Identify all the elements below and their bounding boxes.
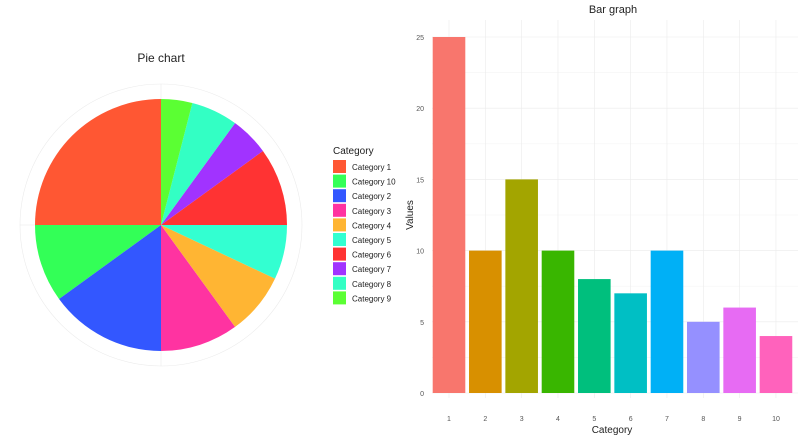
bar-9 [723,307,756,393]
y-tick-label: 15 [416,177,424,184]
pie-slice-category-10 [35,225,161,300]
x-tick-label: 1 [447,416,451,423]
legend-label: Category 5 [352,236,392,245]
x-tick-label: 10 [772,416,780,423]
y-tick-label: 20 [416,106,424,113]
legend-label: Category 2 [352,192,392,201]
bar-5 [578,279,611,393]
legend-key [333,247,346,261]
legend-key [333,189,346,203]
pie-slice-category-1 [35,99,161,225]
x-axis-label: Category [592,425,633,436]
pie-slice-category-3 [161,225,236,351]
pie-chart: Pie chart [19,51,303,367]
pie-title: Pie chart [137,51,185,65]
x-tick-label: 3 [520,416,524,423]
legend-key [333,276,346,290]
pie-slice-category-6 [161,150,287,225]
pie-slice-category-2 [59,225,161,351]
legend-label: Category 10 [352,178,396,187]
x-tick-label: 4 [556,416,560,423]
x-tick-label: 8 [701,416,705,423]
bar-8 [687,321,720,393]
pie-slice-category-7 [161,123,263,225]
bar-chart: Bar graph Category Values 0 5 10 15 20 25 1 2 3 4… [405,4,798,436]
y-tick-label: 5 [420,320,424,327]
y-tick-label: 10 [416,249,424,256]
legend-label: Category 1 [352,163,392,172]
legend-label: Category 3 [352,207,392,216]
pie-slice-category-8 [161,102,236,225]
x-tick-label: 5 [592,416,596,423]
pie-legend: Category Category 1 Category 10 Category 2… [333,146,396,305]
bar-2 [469,250,502,393]
legend-key [333,218,346,232]
legend-title: Category [333,146,374,157]
legend-label: Category 4 [352,221,392,230]
x-tick-label: 2 [483,416,487,423]
x-tick-label: 6 [629,416,633,423]
legend-key [333,203,346,217]
x-tick-label: 9 [738,416,742,423]
y-axis-label: Values [405,200,416,230]
legend-label: Category 6 [352,251,392,260]
pie-slice-category-9 [161,99,193,225]
bar-10 [759,336,793,393]
legend-key [333,233,346,246]
legend-label: Category 9 [352,294,392,303]
legend-key [333,174,346,188]
y-tick-label: 25 [416,35,424,42]
bar-6 [614,293,647,393]
legend-key [333,291,346,305]
legend-label: Category 7 [352,265,392,274]
legend-key [333,262,346,276]
bar-1 [432,37,466,393]
bar-7 [650,250,684,393]
bar-title: Bar graph [589,4,637,16]
bar-3 [505,179,538,393]
pie-slice-category-5 [161,225,287,279]
x-tick-label: 7 [665,416,669,423]
y-tick-label: 0 [420,391,424,398]
pie-slice-category-4 [161,225,276,327]
bar-4 [541,250,575,393]
legend-key [333,160,346,173]
legend-label: Category 8 [352,280,392,289]
